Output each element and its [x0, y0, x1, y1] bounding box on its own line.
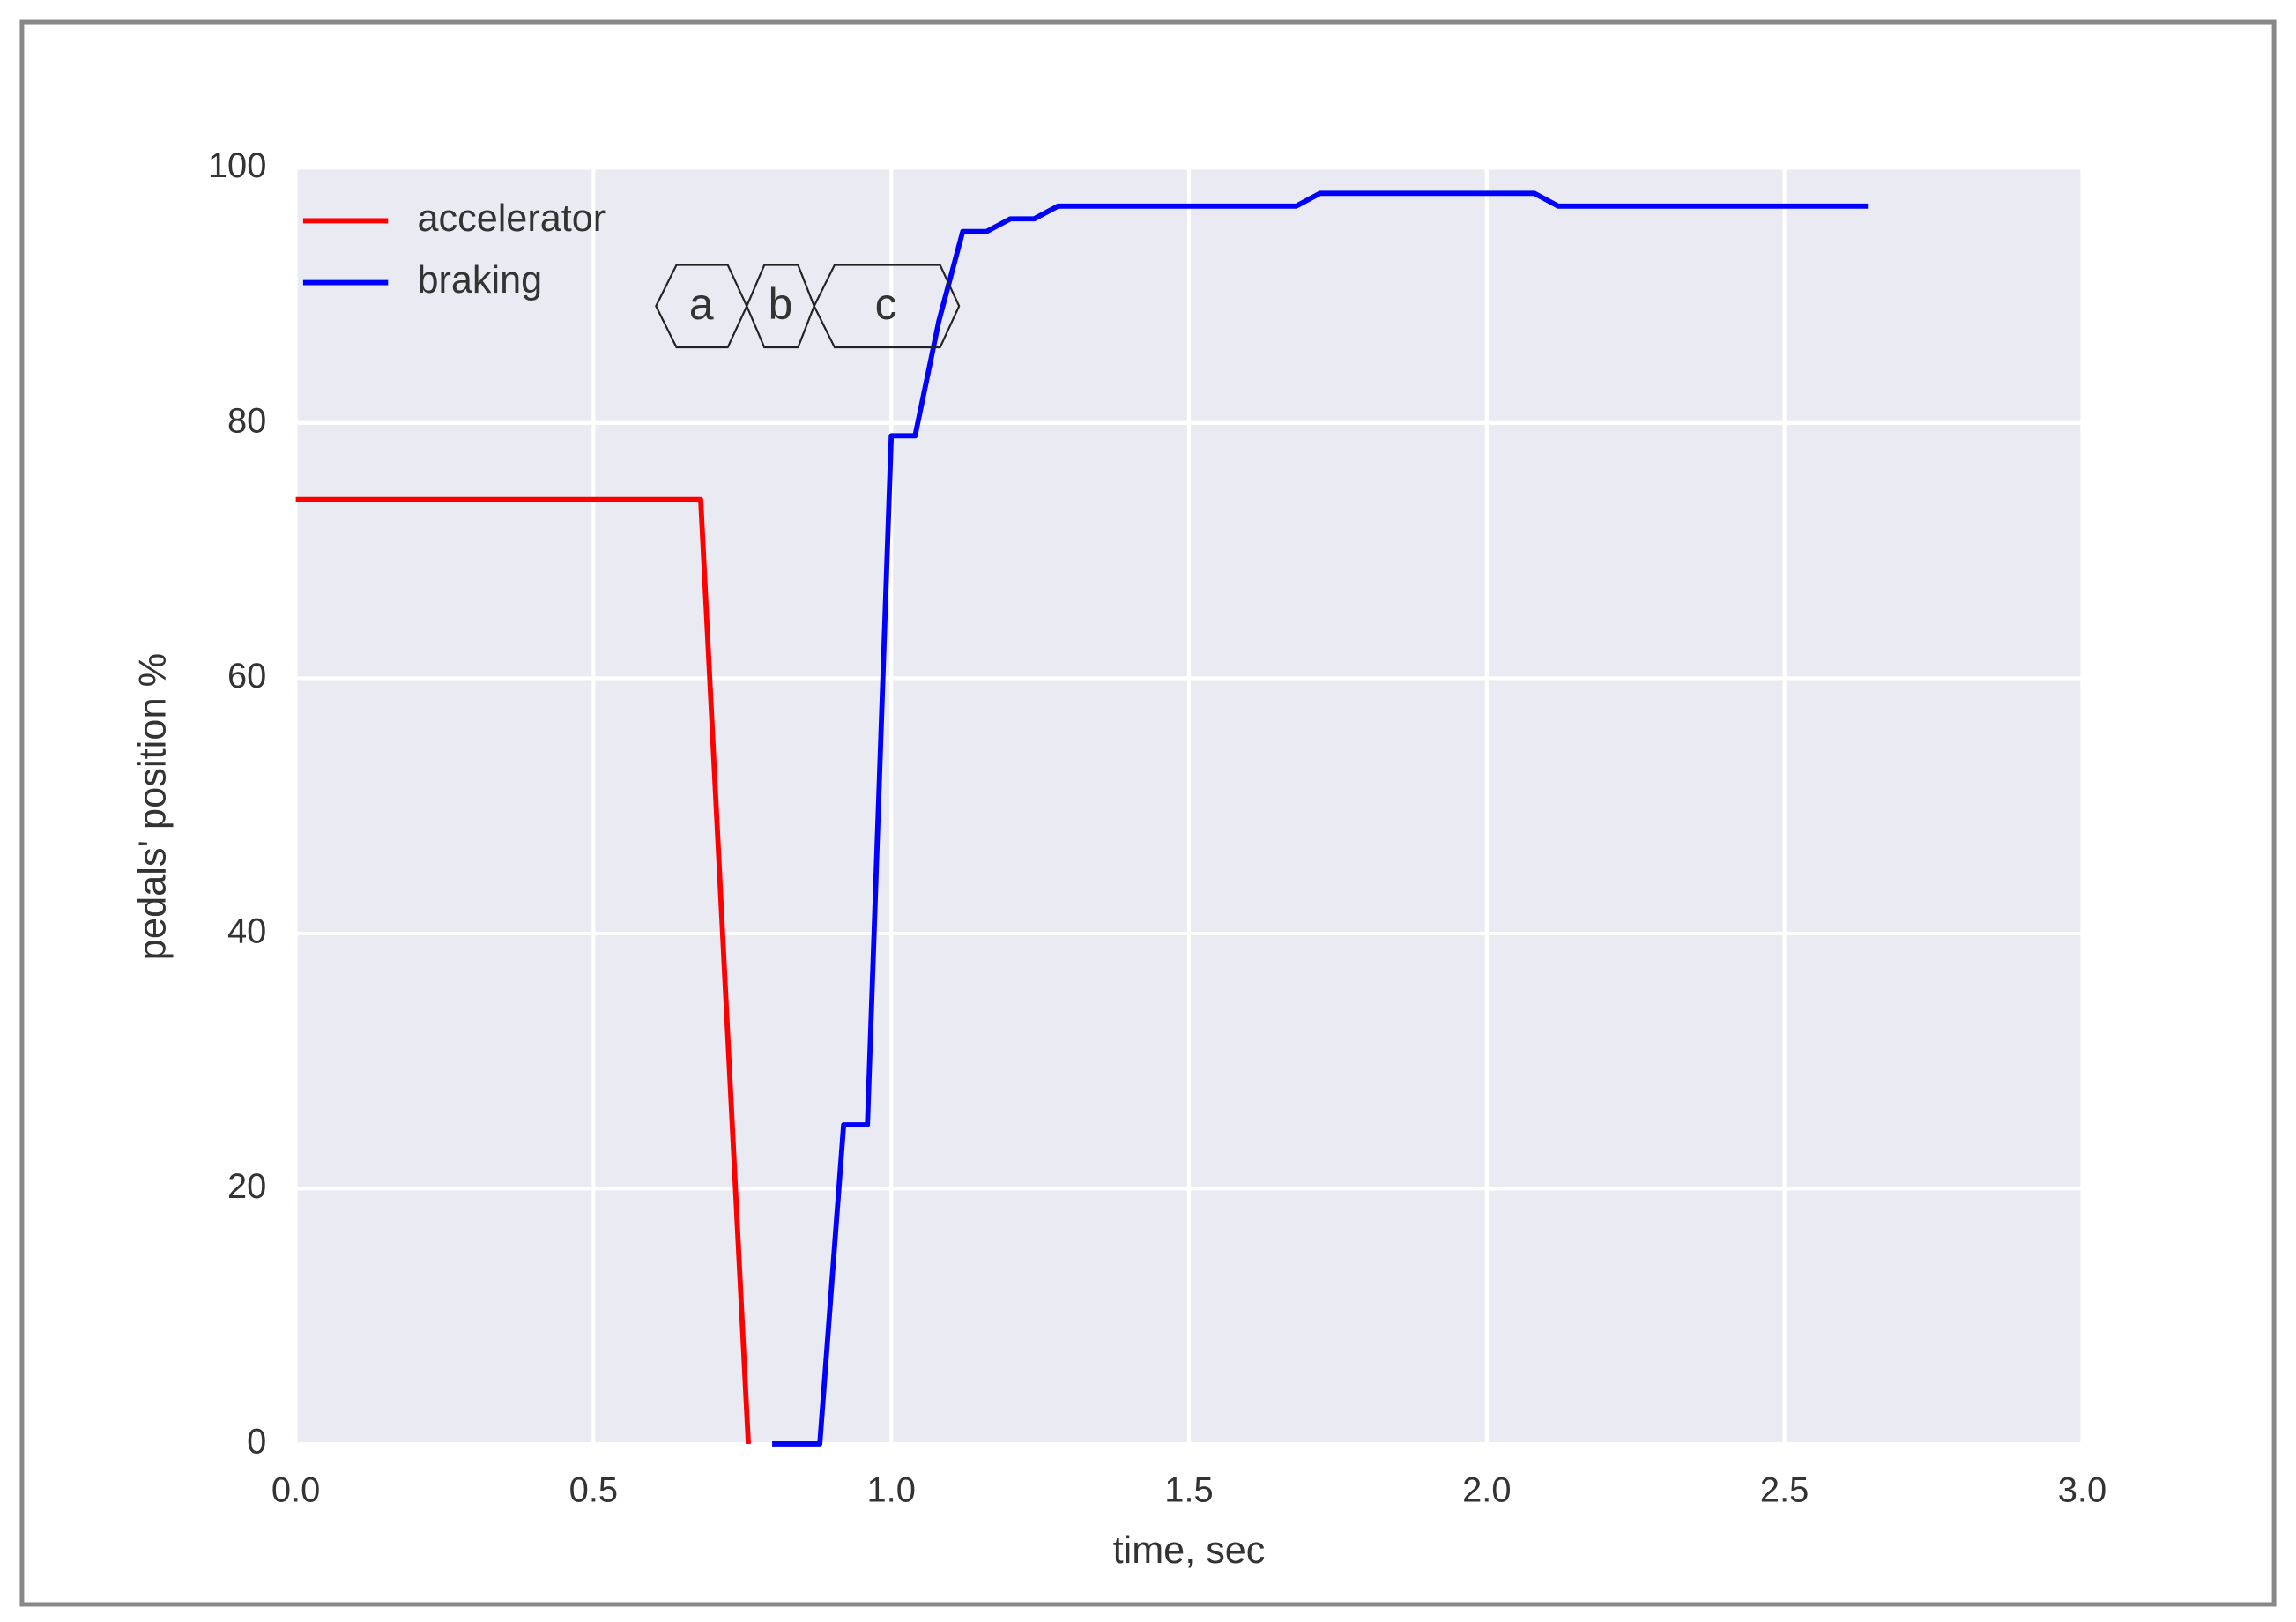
y-tick-label: 40 [227, 911, 266, 950]
x-axis-label: time, sec [1113, 1529, 1266, 1572]
x-tick-label: 2.0 [1462, 1471, 1511, 1510]
x-tick-label: 0.0 [271, 1471, 320, 1510]
y-tick-label: 80 [227, 401, 266, 440]
x-tick-label: 1.0 [866, 1471, 915, 1510]
x-tick-label: 0.5 [569, 1471, 618, 1510]
y-tick-label: 100 [208, 146, 267, 185]
y-tick-label: 0 [247, 1422, 266, 1461]
legend-label: accelerator [417, 197, 606, 240]
annotation-boxes [655, 264, 961, 349]
annotation: b [769, 279, 793, 329]
x-tick-label: 1.5 [1164, 1471, 1213, 1510]
hexagon [813, 264, 961, 349]
y-tick-label: 60 [227, 657, 266, 696]
lines [295, 190, 1869, 1447]
annotation: a [689, 279, 714, 329]
x-tick-label: 3.0 [2058, 1471, 2107, 1510]
data-line [772, 190, 1869, 1447]
grid [294, 166, 2084, 1447]
y-axis-label: pedals' position % [132, 653, 175, 961]
x-tick-label: 2.5 [1760, 1471, 1809, 1510]
data-line [295, 496, 751, 1445]
y-tick-label: 20 [227, 1167, 266, 1206]
legend-label: braking [417, 259, 542, 301]
annotation: c [875, 279, 897, 329]
